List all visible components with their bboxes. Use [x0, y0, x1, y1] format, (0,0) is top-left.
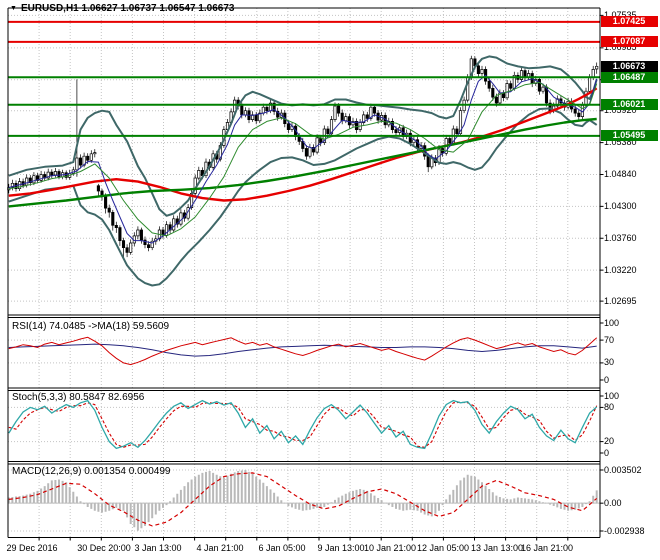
level-price-badge: 1.07425: [600, 16, 658, 28]
stoch-label: Stoch(5,3,3) 80.5847 82.6956: [12, 392, 145, 403]
macd-axis-label: 0.00: [604, 497, 622, 508]
price-axis-label: 1.04300: [604, 200, 637, 211]
stoch-axis-label: 0: [604, 447, 610, 458]
ma-green-slow: [8, 117, 597, 208]
price-axis-label: 1.04840: [604, 168, 637, 179]
price-axis-label: 1.06985: [604, 42, 637, 53]
time-axis-label: 12 Jan 05:00: [416, 543, 470, 553]
time-axis-label: 13 Jan 13:00: [470, 543, 524, 553]
time-axis-label: 3 Jan 13:00: [134, 543, 182, 553]
rsi-line: [8, 336, 598, 366]
stoch-d-line: [8, 401, 598, 448]
time-axis-label: 6 Jan 05:00: [258, 543, 306, 553]
candles-up: [7, 58, 599, 253]
price-axis-label: 1.03760: [604, 232, 637, 243]
ma-blue-fast: [8, 74, 598, 244]
macd-signal-line: [8, 472, 598, 527]
price-axis-label: 1.02695: [604, 295, 637, 306]
price-axis-label: 1.07535: [604, 9, 637, 20]
price-axis-label: 1.03220: [604, 264, 637, 275]
candles-down: [14, 58, 581, 253]
rsi-axis-label: 30: [604, 357, 615, 368]
time-axis-label: 29 Dec 2016: [6, 543, 58, 553]
level-price-badge: 1.07087: [600, 36, 658, 48]
time-axis-label: 16 Jan 21:00: [520, 543, 574, 553]
macd-histogram: [7, 470, 598, 531]
time-axis-label: 9 Jan 13:00: [317, 543, 365, 553]
time-axis-label: 30 Dec 20:00: [77, 543, 131, 553]
symbol-period: EURUSD,H1: [20, 3, 79, 14]
level-price-badge: 1.05495: [600, 130, 658, 142]
level-price-badge: 1.06487: [600, 71, 658, 83]
stoch-axis-label: 100: [604, 390, 620, 401]
stoch-axis-label: 80: [604, 401, 615, 412]
ma-green-thin: [8, 81, 598, 237]
rsi-axis-label: 100: [604, 317, 620, 328]
rsi-label: RSI(14) 74.0485 ->MA(18) 59.5609: [12, 321, 170, 332]
stoch-axis-label: 20: [604, 436, 615, 447]
current-price-badge: 1.06673: [600, 60, 658, 72]
time-axis-label: 10 Jan 21:00: [363, 543, 417, 553]
price-axis-label: 1.05380: [604, 137, 637, 148]
rsi-ma-line: [8, 343, 597, 357]
level-price-badge: 1.06021: [600, 99, 658, 111]
macd-label: MACD(12,26,9) 0.001354 0.000499: [12, 466, 171, 477]
symbol-marker-icon: ▼: [10, 5, 17, 12]
time-axis-label: 4 Jan 21:00: [196, 543, 244, 553]
stoch-k-line: [8, 399, 598, 450]
rsi-axis-label: 0: [604, 374, 610, 385]
macd-axis-label: -0.002938: [604, 525, 645, 536]
rsi-axis-label: 70: [604, 334, 615, 345]
chart-title: ▼ EURUSD,H1 1.06627 1.06737 1.06547 1.066…: [10, 3, 234, 14]
ohlc-values: 1.06627 1.06737 1.06547 1.06673: [81, 3, 235, 14]
macd-axis-label: 0.003502: [604, 464, 642, 475]
ma-red: [8, 87, 598, 202]
